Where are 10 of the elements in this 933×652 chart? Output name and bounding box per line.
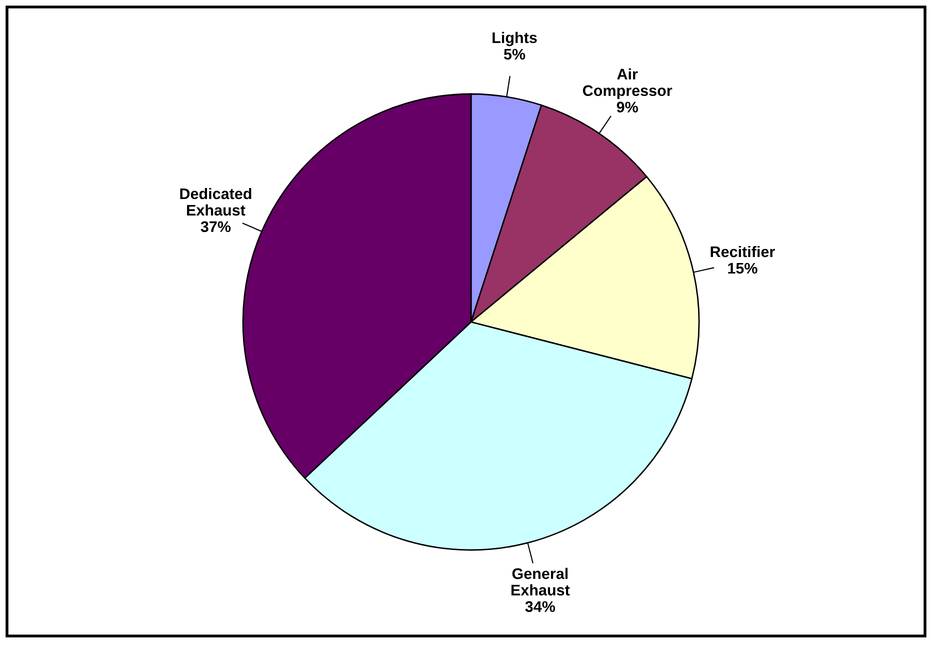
slice-label: Air Compressor <box>582 68 672 100</box>
data-label: 5% <box>504 48 526 60</box>
slice-label: Dedicated Exhaust <box>180 188 252 216</box>
data-label: 34% <box>525 601 556 612</box>
data-label: 15% <box>728 262 758 274</box>
data-label: 9% <box>616 102 638 112</box>
data-label: 37% <box>200 221 231 232</box>
slice-label: Lights <box>492 32 537 46</box>
slice-label: Recitifier <box>710 246 775 258</box>
slice-label: General Exhaust <box>511 568 570 596</box>
